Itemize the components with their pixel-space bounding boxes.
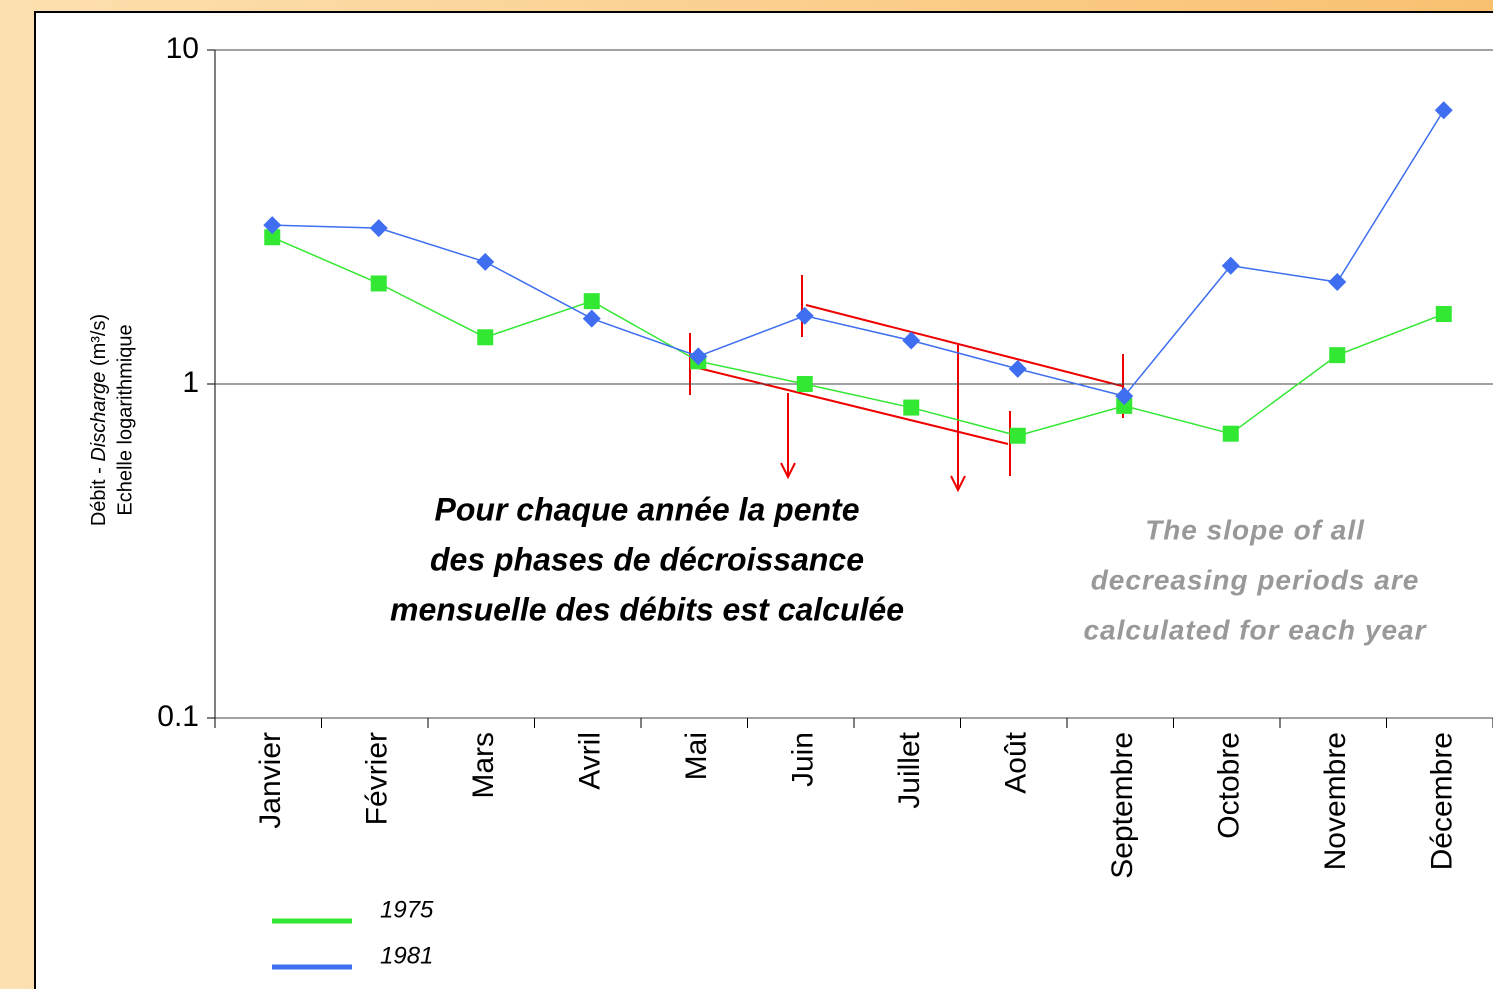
y-label-line1: Débit - Discharge (m³/s)	[88, 314, 110, 526]
x-tick-label: Octobre	[1213, 732, 1246, 839]
point	[476, 252, 495, 271]
x-tick-label: Janvier	[254, 732, 287, 829]
y-tick-label: 0.1	[157, 700, 199, 733]
point	[1329, 347, 1346, 364]
y-tick-label: 10	[166, 32, 199, 65]
point	[264, 229, 281, 246]
point	[1222, 425, 1239, 442]
point	[796, 376, 813, 392]
series-line	[271, 236, 1445, 437]
point	[1435, 306, 1452, 323]
point	[1328, 273, 1347, 292]
point	[370, 275, 387, 292]
annotation-fr: mensuelle des débits est calculée	[390, 591, 904, 627]
y-tick-label: 1	[182, 366, 199, 399]
x-tick-label: Mai	[680, 732, 713, 780]
annotation-en: decreasing periods are	[1091, 564, 1420, 595]
point	[1434, 101, 1453, 120]
x-tick-label: Novembre	[1319, 732, 1352, 870]
y-label-part: (m³/s)	[88, 314, 110, 372]
x-tick-label: Avril	[574, 732, 607, 790]
point	[263, 216, 282, 235]
y-label-part: Débit -	[88, 462, 110, 526]
x-tick-label: Février	[361, 732, 394, 825]
point	[1008, 359, 1027, 378]
legend-label: 1975	[380, 896, 434, 923]
point	[795, 306, 814, 325]
slope-line	[805, 304, 1123, 387]
y-label-part: Discharge	[88, 372, 110, 462]
point	[1116, 397, 1133, 414]
slope-line	[689, 365, 1009, 445]
x-tick-label: Juillet	[893, 731, 926, 808]
x-tick-label: Décembre	[1426, 732, 1459, 870]
x-tick-label: Mars	[467, 732, 500, 799]
x-tick-label: Août	[1000, 731, 1033, 793]
point	[689, 347, 708, 366]
annotation-en: calculated for each year	[1083, 614, 1427, 645]
y-axis-label: Débit - Discharge (m³/s) Echelle logarit…	[88, 314, 136, 526]
point	[1115, 387, 1134, 406]
y-label-line2: Echelle logarithmique	[114, 324, 136, 515]
point	[1009, 427, 1026, 444]
slope-marks	[689, 275, 1124, 493]
point	[582, 309, 601, 328]
annotation-fr: des phases de décroissance	[430, 541, 864, 577]
arrow-head	[780, 462, 796, 480]
point	[903, 399, 920, 416]
point	[1221, 256, 1240, 275]
arrow-head	[950, 475, 966, 493]
annotation-en: The slope of all	[1145, 514, 1365, 545]
panel	[34, 11, 1493, 989]
x-tick-label: Juin	[787, 732, 820, 787]
annotation-fr: Pour chaque année la pente	[435, 491, 860, 527]
x-tick-label: Septembre	[1106, 732, 1139, 879]
point	[477, 329, 494, 346]
point	[369, 219, 388, 238]
legend-label: 1981	[380, 942, 433, 969]
series-line	[272, 109, 1445, 397]
point	[583, 293, 600, 310]
point	[902, 331, 921, 350]
